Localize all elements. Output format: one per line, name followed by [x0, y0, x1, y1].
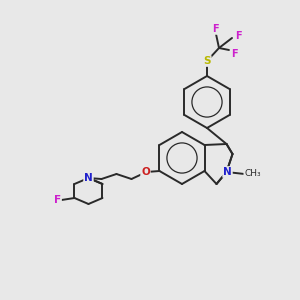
- Text: N: N: [223, 167, 232, 177]
- Text: N: N: [84, 173, 93, 183]
- Text: S: S: [203, 56, 211, 66]
- Text: O: O: [141, 167, 150, 177]
- Text: F: F: [235, 31, 241, 41]
- Text: F: F: [54, 195, 61, 205]
- Text: F: F: [212, 24, 218, 34]
- Text: F: F: [231, 49, 237, 59]
- Text: CH₃: CH₃: [244, 169, 261, 178]
